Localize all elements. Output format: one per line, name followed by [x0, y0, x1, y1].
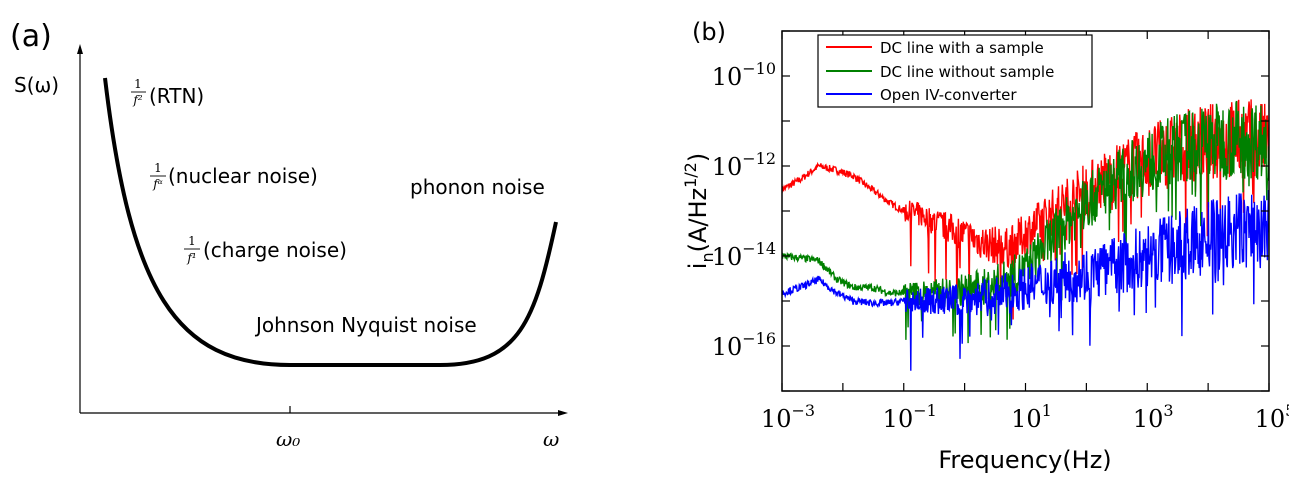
y-axis-arrowhead — [77, 44, 83, 54]
x-axis-label-a: ω — [543, 427, 559, 451]
rtn-frac-num: 1 — [134, 77, 142, 91]
panel-a-label: (a) — [10, 19, 52, 54]
x-tick-exp: 1 — [1042, 401, 1052, 420]
y-title-unit: (A/Hz — [684, 188, 712, 253]
x-tick-base: 10 — [1011, 405, 1042, 433]
y-tick-label-1e-10: 10−10 — [712, 59, 776, 91]
annotation-charge-noise: 1 f¹ (charge noise) — [184, 234, 347, 265]
legend-label-without-sample: DC line without sample — [880, 63, 1054, 81]
rtn-label: (RTN) — [149, 84, 204, 108]
annotation-rtn: 1 f² (RTN) — [131, 77, 204, 108]
y-title-sup: 1/2 — [681, 162, 700, 188]
y-title-i: i — [684, 263, 712, 270]
x-tick-label-1e1: 101 — [1011, 401, 1052, 433]
y-tick-exp: −12 — [742, 149, 776, 168]
x-tick-label-1e-3: 10−3 — [761, 401, 815, 433]
rtn-frac-denom: f² — [132, 93, 142, 107]
x-tick-base: 10 — [1255, 405, 1286, 433]
noise-spectrum-curve — [103, 77, 558, 367]
nuclear-frac-denom: fᵅ — [152, 177, 163, 191]
legend: DC line with a sample DC line without sa… — [817, 34, 1093, 108]
x-tick-exp: −1 — [913, 401, 937, 420]
panel-b-label: (b) — [692, 18, 726, 46]
y-tick-base: 10 — [712, 63, 743, 91]
x-tick-exp: −3 — [791, 401, 815, 420]
series-layer — [782, 99, 1269, 371]
y-tick-label-1e-16: 10−16 — [712, 329, 776, 361]
panel-a-schematic: (a) S(ω) ω₀ ω 1 f² (RTN) 1 fᵅ (nuclear n… — [10, 19, 568, 451]
y-title-sub: n — [698, 252, 717, 262]
x-tick-base: 10 — [883, 405, 914, 433]
y-title-close: ) — [684, 153, 712, 162]
y-tick-base: 10 — [712, 333, 743, 361]
y-tick-label-1e-12: 10−12 — [712, 149, 776, 181]
x-axis-arrowhead — [558, 410, 568, 416]
x-tick-label-1e5: 105 — [1255, 401, 1289, 433]
y-tick-base: 10 — [712, 243, 743, 271]
y-tick-exp: −14 — [742, 239, 776, 258]
x-tick-omega0: ω₀ — [276, 427, 300, 451]
legend-label-with-sample: DC line with a sample — [880, 39, 1044, 57]
annotation-nuclear-noise: 1 fᵅ (nuclear noise) — [150, 161, 318, 191]
charge-frac-denom: f¹ — [186, 251, 196, 265]
x-tick-exp: 5 — [1285, 401, 1289, 420]
y-tick-exp: −10 — [742, 59, 776, 78]
series-line-0 — [782, 99, 1269, 320]
y-axis-label-a: S(ω) — [14, 73, 59, 97]
legend-label-open-iv: Open IV-converter — [880, 86, 1017, 104]
x-tick-exp: 3 — [1163, 401, 1173, 420]
y-axis-title: in(A/Hz1/2) — [681, 153, 717, 269]
johnson-nyquist-label: Johnson Nyquist noise — [254, 313, 477, 337]
y-tick-exp: −16 — [742, 329, 776, 348]
panel-b-chart: (b) 10−3 10−1 101 103 105 10−10 10−12 10… — [681, 18, 1289, 474]
x-axis-title: Frequency(Hz) — [938, 446, 1111, 474]
y-tick-label-1e-14: 10−14 — [712, 239, 776, 271]
x-tick-label-1e-1: 10−1 — [883, 401, 937, 433]
nuclear-noise-label: (nuclear noise) — [168, 164, 318, 188]
x-tick-label-1e3: 103 — [1133, 401, 1174, 433]
series-line-1 — [782, 100, 1269, 344]
nuclear-frac-num: 1 — [154, 161, 162, 175]
x-tick-base: 10 — [761, 405, 792, 433]
phonon-noise-label: phonon noise — [410, 175, 545, 199]
y-tick-base: 10 — [712, 153, 743, 181]
x-tick-base: 10 — [1133, 405, 1164, 433]
series-line-2 — [782, 189, 1269, 371]
charge-noise-label: (charge noise) — [203, 238, 347, 262]
charge-frac-num: 1 — [188, 234, 196, 248]
